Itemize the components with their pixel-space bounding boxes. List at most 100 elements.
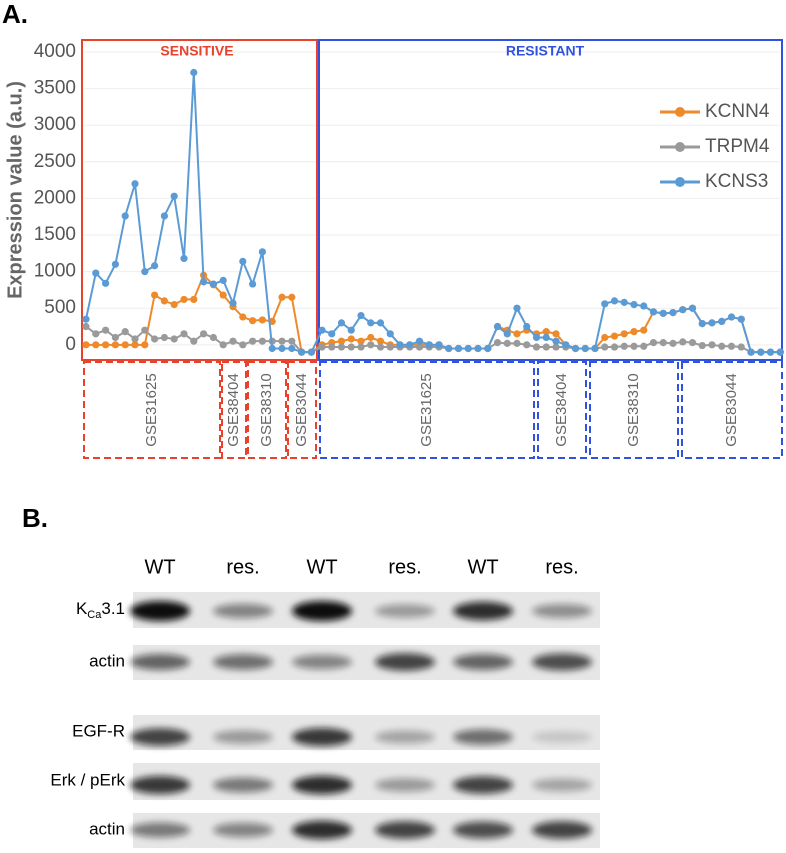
data-point — [552, 343, 560, 351]
data-point — [180, 254, 188, 263]
row-label: Erk / pErk — [50, 771, 125, 790]
data-point — [367, 341, 375, 349]
blot-strip — [133, 592, 600, 628]
data-point — [766, 348, 775, 356]
band — [453, 776, 513, 794]
data-point — [82, 315, 90, 323]
y-tick-label: 1000 — [34, 261, 76, 282]
data-point — [727, 313, 736, 321]
band — [292, 728, 352, 746]
data-point — [288, 337, 296, 345]
data-point — [367, 333, 375, 342]
data-point — [357, 337, 365, 345]
y-tick-label: 0 — [65, 334, 76, 355]
dataset-box — [589, 361, 679, 459]
data-point — [190, 337, 198, 345]
data-point — [503, 339, 511, 347]
dataset-label: GSE38404 — [225, 373, 242, 446]
data-point — [523, 341, 531, 349]
data-point — [102, 279, 110, 287]
data-point — [318, 326, 326, 334]
data-point — [376, 337, 385, 345]
row-label-part: Erk / pErk — [50, 771, 125, 790]
data-point — [513, 304, 521, 312]
group-box — [81, 39, 318, 361]
data-point — [367, 319, 375, 327]
data-point — [239, 257, 247, 265]
data-point — [737, 343, 745, 351]
data-point — [82, 341, 90, 349]
y-tick-label: 500 — [44, 297, 76, 318]
data-point — [513, 330, 521, 338]
dataset-box — [83, 361, 221, 459]
blot-strip — [133, 813, 600, 848]
band — [453, 654, 513, 670]
data-point — [581, 344, 589, 353]
data-point — [601, 300, 609, 308]
dataset-label: GSE83044 — [723, 373, 740, 446]
data-point — [727, 342, 736, 350]
data-point — [268, 344, 276, 353]
data-point — [121, 328, 129, 336]
dataset-label: GSE31625 — [418, 373, 435, 446]
data-point — [200, 278, 208, 286]
data-point — [82, 322, 90, 331]
band — [532, 604, 592, 618]
data-point — [669, 339, 677, 347]
data-point — [92, 269, 100, 277]
band — [292, 775, 352, 795]
band — [292, 820, 352, 840]
y-tick-label: 1500 — [34, 224, 76, 245]
dataset-box — [681, 361, 783, 459]
band — [130, 728, 190, 746]
band — [130, 654, 190, 670]
band — [375, 778, 435, 792]
data-point — [532, 343, 541, 351]
data-point — [141, 341, 149, 349]
data-point — [151, 335, 159, 343]
data-point — [357, 311, 365, 320]
data-point — [357, 343, 365, 351]
data-point — [620, 342, 628, 350]
data-point — [415, 337, 424, 345]
row-label-part: EGF-R — [72, 722, 125, 741]
data-point — [688, 304, 697, 312]
data-point — [337, 343, 346, 351]
data-point — [288, 293, 296, 301]
data-point — [190, 68, 198, 77]
series-line — [85, 325, 781, 354]
row-label-part: Ca — [87, 609, 102, 621]
data-point — [337, 319, 346, 327]
data-point — [640, 342, 648, 350]
band — [532, 653, 592, 671]
data-point — [160, 297, 168, 305]
data-point — [160, 333, 168, 342]
dataset-box — [287, 361, 317, 459]
data-point — [552, 330, 560, 338]
legend-marker — [675, 142, 685, 152]
data-point — [229, 299, 237, 307]
data-point — [708, 319, 716, 327]
band — [453, 821, 513, 839]
dataset-label: GSE38404 — [553, 373, 570, 446]
data-point — [464, 344, 472, 353]
data-point — [718, 342, 726, 350]
y-tick-label: 2500 — [34, 151, 76, 172]
data-point — [170, 335, 178, 343]
data-point — [718, 317, 726, 325]
row-label-part: K — [76, 599, 88, 618]
row-label: actin — [89, 652, 125, 671]
data-point — [630, 300, 638, 309]
row-label-part: actin — [89, 820, 125, 839]
blot-strip — [133, 645, 600, 680]
data-point — [92, 341, 100, 349]
row-label: actin — [89, 820, 125, 839]
dataset-label: GSE83044 — [293, 373, 310, 446]
data-point — [698, 341, 706, 350]
data-point — [102, 341, 110, 349]
data-point — [679, 338, 687, 346]
lane-label: res. — [226, 556, 259, 578]
band — [213, 603, 273, 619]
data-point — [131, 335, 139, 343]
data-point — [141, 326, 149, 334]
